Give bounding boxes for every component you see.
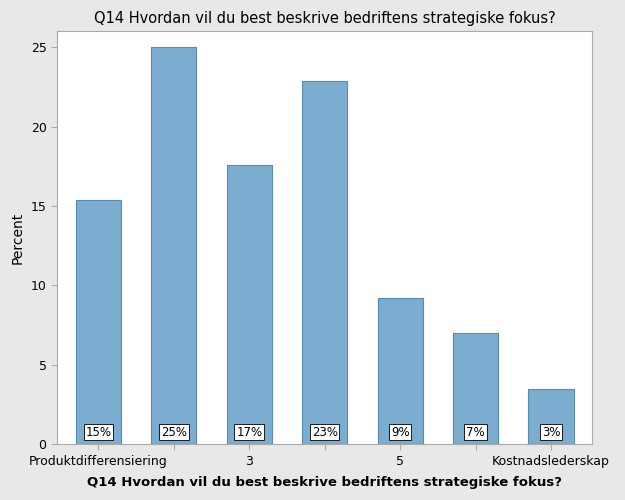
X-axis label: Q14 Hvordan vil du best beskrive bedriftens strategiske fokus?: Q14 Hvordan vil du best beskrive bedrift… — [88, 476, 562, 489]
Bar — [227, 165, 272, 444]
Text: 23%: 23% — [312, 426, 338, 438]
Text: 17%: 17% — [236, 426, 262, 438]
Title: Q14 Hvordan vil du best beskrive bedriftens strategiske fokus?: Q14 Hvordan vil du best beskrive bedrift… — [94, 11, 556, 26]
Bar — [528, 388, 574, 444]
Bar — [378, 298, 423, 444]
Bar — [302, 80, 348, 444]
Bar — [453, 333, 498, 444]
Text: 25%: 25% — [161, 426, 187, 438]
Text: 15%: 15% — [86, 426, 111, 438]
Text: 3%: 3% — [542, 426, 560, 438]
Bar — [76, 200, 121, 444]
Bar — [151, 48, 196, 444]
Text: 7%: 7% — [466, 426, 485, 438]
Y-axis label: Percent: Percent — [11, 212, 25, 264]
Text: 9%: 9% — [391, 426, 409, 438]
